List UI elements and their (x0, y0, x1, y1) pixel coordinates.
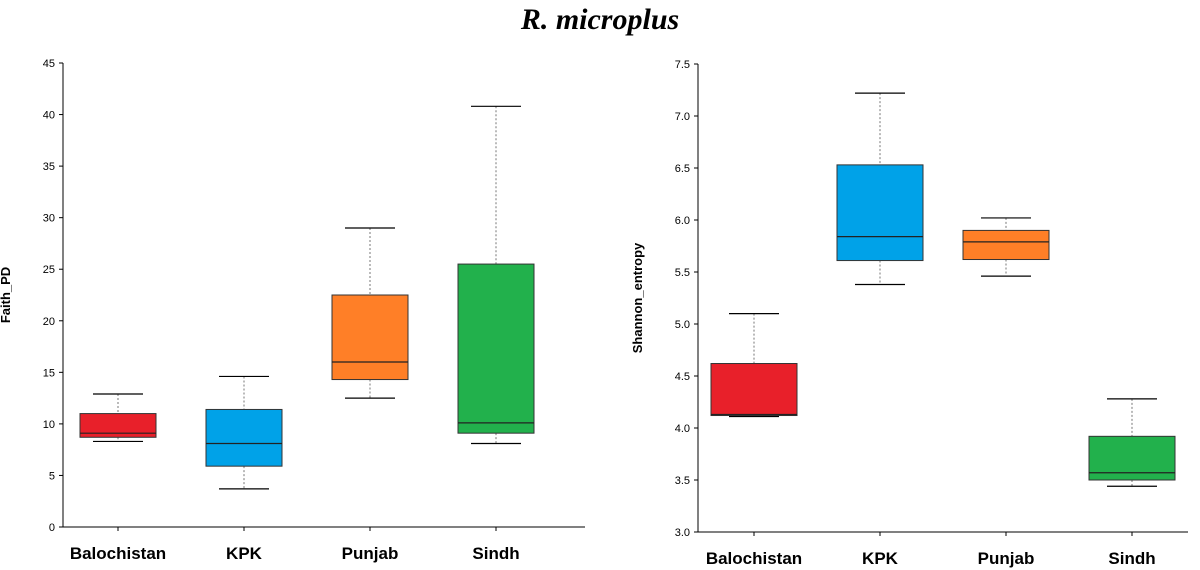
y-tick-label: 3.0 (675, 527, 690, 539)
y-tick-label: 10 (43, 419, 55, 431)
y-tick-label: 5.0 (675, 319, 690, 331)
chart-title: R. microplus (520, 3, 680, 36)
y-tick-label: 30 (43, 213, 55, 225)
x-category-label: Sindh (472, 544, 519, 563)
y-tick-label: 5.5 (675, 267, 690, 279)
box-kpk (205, 375, 283, 490)
box-balochistan (710, 313, 798, 418)
y-tick-label: 5 (49, 470, 55, 482)
y-tick-label: 6.0 (675, 215, 690, 227)
iqr-box (836, 164, 924, 262)
x-category-label: KPK (862, 549, 899, 568)
x-category-label: Punjab (342, 544, 399, 563)
x-category-label: Balochistan (70, 544, 166, 563)
box-sindh (1088, 398, 1176, 487)
y-tick-label: 35 (43, 161, 55, 173)
y-tick-label: 40 (43, 110, 55, 122)
y-tick-label: 45 (43, 58, 55, 70)
box-balochistan (79, 393, 157, 443)
x-category-label: KPK (226, 544, 263, 563)
iqr-box (1088, 435, 1176, 481)
y-axis-label: Faith_PD (0, 267, 13, 323)
y-tick-label: 20 (43, 316, 55, 328)
x-category-label: Punjab (978, 549, 1035, 568)
y-axis-label: Shannon_entropy (630, 242, 645, 353)
x-category-label: Balochistan (706, 549, 802, 568)
iqr-box (331, 294, 409, 381)
y-tick-label: 7.5 (675, 59, 690, 71)
box-kpk (836, 92, 924, 286)
faith-pd-boxplot: 0 5 10 15 20 25 30 35 40 45 Faith_PD Balochistan KPK… (0, 58, 585, 563)
y-tick-label: 3.5 (675, 475, 690, 487)
box-punjab (962, 217, 1050, 277)
y-tick-label: 4.0 (675, 423, 690, 435)
iqr-box (710, 363, 798, 417)
iqr-box (962, 229, 1050, 261)
y-tick-label: 6.5 (675, 163, 690, 175)
iqr-box (457, 263, 535, 434)
y-tick-label: 0 (49, 522, 55, 534)
shannon-entropy-boxplot: 3.0 3.5 4.0 4.5 5.0 5.5 6.0 6.5 7.0 7.5 Shannon_en… (630, 59, 1188, 568)
box-punjab (331, 227, 409, 399)
y-tick-label: 15 (43, 367, 55, 379)
y-tick-label: 25 (43, 264, 55, 276)
iqr-box (79, 413, 157, 438)
y-tick-label: 4.5 (675, 371, 690, 383)
x-category-label: Sindh (1108, 549, 1155, 568)
y-tick-label: 7.0 (675, 111, 690, 123)
iqr-box (205, 408, 283, 467)
box-sindh (457, 105, 535, 445)
